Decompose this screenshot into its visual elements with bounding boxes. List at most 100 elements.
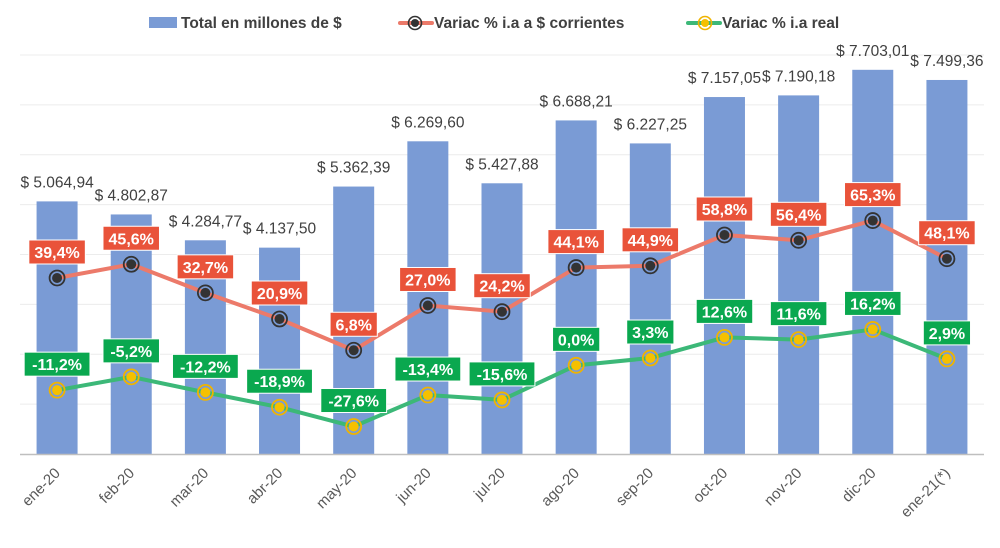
corrientes-marker-ring <box>493 303 511 321</box>
x-tick-label: mar-20 <box>167 465 213 511</box>
bar-value-label: $ 5.427,88 <box>465 156 538 173</box>
real-marker-ring <box>271 398 288 416</box>
real-marker-ring <box>938 350 956 368</box>
x-tick-label: abr-20 <box>244 465 287 508</box>
real-data-label: 2,9% <box>929 326 965 343</box>
real-label-box <box>552 326 601 352</box>
corrientes-marker <box>422 300 433 311</box>
bar-ene-20 <box>36 201 78 454</box>
real-data-label: 11,6% <box>776 307 820 324</box>
bar-dic-20 <box>852 69 894 454</box>
corrientes-marker <box>497 306 507 317</box>
corrientes-label-box <box>250 280 309 306</box>
real-data-label: -15,6% <box>477 367 528 384</box>
corrientes-label-box <box>399 266 457 292</box>
x-tick-label: ene-21(*) <box>898 465 954 521</box>
real-marker-ring <box>790 331 808 349</box>
corrientes-data-label: 44,1% <box>553 235 598 252</box>
x-tick-label: may-20 <box>313 465 360 512</box>
bar-value-label: $ 4.137,50 <box>243 221 317 238</box>
corrientes-label-box <box>329 311 378 337</box>
real-label-box <box>246 368 313 394</box>
real-marker-ring <box>196 383 214 401</box>
legend-item-real[interactable]: Variac % i.a real <box>686 15 839 32</box>
corrientes-marker <box>348 345 359 356</box>
corrientes-label-box <box>918 220 976 246</box>
legend-label-real: Variac % i.a real <box>722 15 839 32</box>
real-label-box <box>23 351 91 377</box>
real-marker <box>126 371 137 382</box>
corrientes-data-label: 20,9% <box>257 286 302 303</box>
x-tick-label: feb-20 <box>96 465 138 507</box>
real-marker <box>719 332 730 343</box>
real-label-box <box>695 298 754 324</box>
real-label-box <box>468 361 536 387</box>
corrientes-data-label: 58,8% <box>702 202 747 219</box>
real-data-label: 12,6% <box>702 304 747 321</box>
corrientes-marker-ring <box>122 255 140 273</box>
bar-value-label: $ 4.802,87 <box>95 187 168 204</box>
real-data-label: 3,3% <box>632 325 668 342</box>
x-tick-label: jul-20 <box>470 465 509 504</box>
corrientes-data-label: 65,3% <box>850 188 895 205</box>
real-marker-ring <box>716 329 733 346</box>
real-label-box <box>320 388 388 414</box>
real-marker-ring <box>641 349 659 367</box>
real-marker <box>867 324 878 335</box>
real-label-box <box>171 353 239 379</box>
bar-value-label: $ 5.362,39 <box>317 160 390 177</box>
legend-item-corrientes[interactable]: Variac % i.a a $ corrientes <box>398 15 624 32</box>
corrientes-marker <box>941 253 952 264</box>
corrientes-marker <box>274 314 285 325</box>
bar-sep-20 <box>629 143 671 455</box>
corrientes-marker <box>645 260 656 271</box>
corrientes-marker-ring <box>864 212 882 229</box>
real-label-box <box>626 319 675 345</box>
legend-item-total[interactable]: Total en millones de $ <box>149 15 342 32</box>
corrientes-label-box <box>102 225 160 251</box>
bar-data-labels: $ 5.064,94$ 4.802,87$ 4.284,77 $ 4.137,50… <box>20 43 983 238</box>
corrientes-data-label: 24,2% <box>479 279 524 296</box>
corrientes-marker-ring <box>716 226 733 244</box>
legend-marker-dot-real <box>701 19 709 27</box>
corrientes-marker <box>200 287 211 298</box>
corrientes-data-label: 45,6% <box>109 231 154 248</box>
corrientes-data-label: 56,4% <box>776 207 821 224</box>
x-tick-label: oct-20 <box>690 465 732 507</box>
real-label-box <box>102 338 160 364</box>
bar-feb-20 <box>110 214 152 454</box>
corrientes-label-box <box>769 201 828 227</box>
line-series-real: -11,2% -5,2% -12,2% -18,9% -27,6% -13,4% -15,6… <box>23 290 972 435</box>
real-marker <box>645 353 656 364</box>
corrientes-marker-ring <box>48 269 66 287</box>
real-data-label: -27,6% <box>328 394 379 411</box>
bar-value-label: $ 6.227,25 <box>614 116 687 133</box>
x-tick-label: ago-20 <box>538 465 583 510</box>
real-marker <box>497 394 507 405</box>
corrientes-marker-ring <box>641 257 659 275</box>
legend-label-total: Total en millones de $ <box>181 15 342 32</box>
legend-marker-ring-real <box>697 15 713 31</box>
corrientes-marker <box>571 262 582 273</box>
corrientes-data-label: 27,0% <box>405 272 450 289</box>
real-marker <box>200 387 211 398</box>
x-tick-label: sep-20 <box>613 465 657 509</box>
bar-value-label: $ 7.190,18 <box>762 68 835 85</box>
real-data-label: 0,0% <box>558 332 594 349</box>
bar-oct-20 <box>703 97 745 455</box>
corrientes-marker-ring <box>567 259 585 276</box>
corrientes-marker-ring <box>345 341 363 359</box>
corrientes-label-box <box>844 182 902 208</box>
real-marker <box>571 360 582 371</box>
bar-abr-20 <box>259 247 301 454</box>
corrientes-data-label: 6,8% <box>335 317 371 334</box>
real-marker-ring <box>345 418 363 435</box>
bar-value-label: $ 5.064,94 <box>20 174 94 191</box>
legend-swatch-bar <box>149 17 177 28</box>
corrientes-data-label: 48,1% <box>924 226 969 243</box>
real-data-label: -18,9% <box>254 374 305 391</box>
real-marker <box>52 385 63 396</box>
bar-value-label: $ 7.157,05 <box>688 70 761 87</box>
bar-value-label: $ 6.688,21 <box>540 93 613 110</box>
legend-marker-dot-corrientes <box>411 19 419 27</box>
